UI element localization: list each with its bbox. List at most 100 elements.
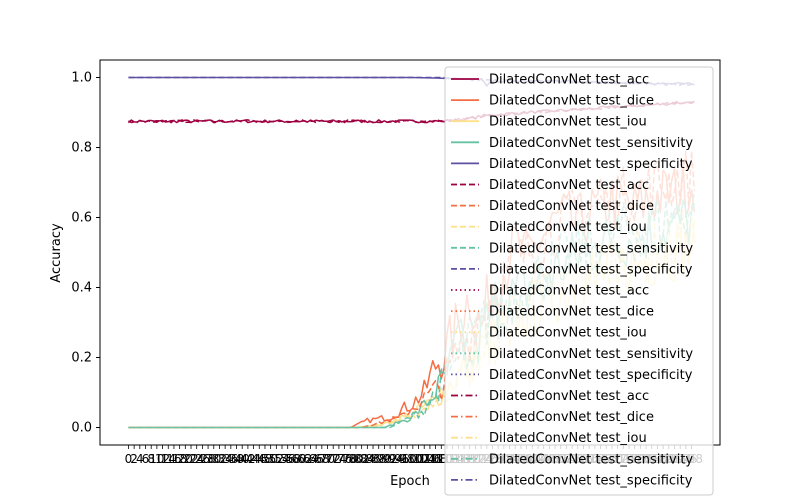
- legend-item: DilatedConvNet test_specificity: [451, 473, 693, 488]
- legend: DilatedConvNet test_acc DilatedConvNet te…: [444, 66, 714, 496]
- legend-item: DilatedConvNet test_acc: [451, 178, 649, 193]
- x-tick-label: 8: [147, 452, 155, 466]
- x-tick-label: 76: [337, 452, 352, 466]
- legend-item: DilatedConvNet test_acc: [451, 284, 649, 299]
- legend-label: DilatedConvNet test_acc: [489, 389, 649, 404]
- x-tick-label: 26: [195, 452, 210, 466]
- y-tick-label: 1.0: [71, 71, 92, 86]
- legend-label: DilatedConvNet test_dice: [489, 305, 654, 320]
- x-tick-label: 34: [217, 452, 232, 466]
- x-tick-label: 90: [377, 452, 392, 466]
- x-tick-label: 106: [418, 452, 441, 466]
- legend-item: DilatedConvNet test_iou: [451, 326, 647, 341]
- x-tick-label: 98: [400, 452, 415, 466]
- x-tick-label: 60: [291, 452, 306, 466]
- x-tick-label: 56: [280, 452, 295, 466]
- x-tick-label: 108: [424, 452, 447, 466]
- x-tick-label: 28: [200, 452, 215, 466]
- legend-label: DilatedConvNet test_sensitivity: [489, 452, 693, 467]
- x-tick-label: 100: [401, 452, 424, 466]
- x-tick-label: 72: [326, 452, 341, 466]
- legend-item: DilatedConvNet test_dice: [451, 410, 654, 425]
- x-tick-label: 88: [371, 452, 386, 466]
- x-tick-label: 6: [142, 452, 150, 466]
- x-tick-label: 12: [155, 452, 170, 466]
- x-tick-label: 14: [161, 452, 176, 466]
- x-tick-label: 104: [413, 452, 436, 466]
- x-tick-label: 4: [136, 452, 144, 466]
- legend-item: DilatedConvNet test_iou: [451, 220, 647, 235]
- x-tick-label: 18: [172, 452, 187, 466]
- x-tick-label: 74: [331, 452, 346, 466]
- x-tick-label: 80: [348, 452, 363, 466]
- y-axis: 0.0 0.2 0.4 0.6 0.8 1.0: [71, 71, 100, 436]
- legend-item: DilatedConvNet test_dice: [451, 94, 654, 109]
- x-tick-label: 78: [343, 452, 358, 466]
- x-tick-label: 36: [223, 452, 238, 466]
- y-tick-label: 0.2: [71, 351, 92, 366]
- x-tick-label: 64: [303, 452, 318, 466]
- legend-label: DilatedConvNet test_iou: [489, 431, 647, 446]
- x-tick-label: 62: [297, 452, 312, 466]
- legend-label: DilatedConvNet test_iou: [489, 115, 647, 130]
- legend-item: DilatedConvNet test_acc: [451, 389, 649, 404]
- y-tick-label: 0.0: [71, 421, 92, 436]
- legend-item: DilatedConvNet test_acc: [451, 73, 649, 88]
- x-tick-label: 102: [407, 452, 430, 466]
- x-tick-label: 48: [257, 452, 272, 466]
- legend-item: DilatedConvNet test_specificity: [451, 368, 693, 383]
- x-tick-label: 70: [320, 452, 335, 466]
- legend-item: DilatedConvNet test_dice: [451, 305, 654, 320]
- legend-label: DilatedConvNet test_sensitivity: [489, 136, 693, 151]
- legend-item: DilatedConvNet test_iou: [451, 431, 647, 446]
- legend-label: DilatedConvNet test_specificity: [489, 473, 693, 488]
- legend-label: DilatedConvNet test_acc: [489, 178, 649, 193]
- legend-item: DilatedConvNet test_sensitivity: [451, 241, 693, 256]
- legend-label: DilatedConvNet test_sensitivity: [489, 241, 693, 256]
- legend-label: DilatedConvNet test_acc: [489, 284, 649, 299]
- x-tick-label: 96: [394, 452, 409, 466]
- x-tick-label: 52: [269, 452, 284, 466]
- legend-label: DilatedConvNet test_acc: [489, 73, 649, 88]
- x-tick-label: 2: [130, 452, 138, 466]
- x-tick-label: 10: [149, 452, 164, 466]
- legend-item: DilatedConvNet test_dice: [451, 199, 654, 214]
- legend-item: DilatedConvNet test_sensitivity: [451, 347, 693, 362]
- legend-label: DilatedConvNet test_sensitivity: [489, 347, 693, 362]
- legend-label: DilatedConvNet test_dice: [489, 199, 654, 214]
- legend-label: DilatedConvNet test_dice: [489, 94, 654, 109]
- x-tick-label: 42: [240, 452, 255, 466]
- x-tick-label: 20: [178, 452, 193, 466]
- legend-label: DilatedConvNet test_iou: [489, 220, 647, 235]
- y-axis-label: Accuracy: [49, 223, 64, 283]
- x-tick-label: 0: [125, 452, 133, 466]
- legend-label: DilatedConvNet test_specificity: [489, 368, 693, 383]
- x-axis-label: Epoch: [390, 474, 430, 489]
- axes-frame: [99, 59, 721, 446]
- x-tick-label: 86: [365, 452, 380, 466]
- legend-item: DilatedConvNet test_specificity: [451, 262, 693, 277]
- x-tick-label: 58: [286, 452, 301, 466]
- legend-item: DilatedConvNet test_sensitivity: [451, 452, 693, 467]
- y-tick-label: 0.8: [71, 141, 92, 156]
- x-tick-label: 32: [212, 452, 227, 466]
- y-tick-label: 0.6: [71, 211, 92, 226]
- x-tick-label: 46: [252, 452, 267, 466]
- x-tick-label: 38: [229, 452, 244, 466]
- x-tick-label: 44: [246, 452, 261, 466]
- y-tick-label: 0.4: [71, 281, 92, 296]
- legend-label: DilatedConvNet test_dice: [489, 410, 654, 425]
- x-tick-label: 66: [309, 452, 324, 466]
- x-tick-label: 68: [314, 452, 329, 466]
- legend-item: DilatedConvNet test_sensitivity: [451, 136, 693, 151]
- legend-item: DilatedConvNet test_iou: [451, 115, 647, 130]
- x-tick-label: 16: [166, 452, 181, 466]
- x-tick-label: 84: [360, 452, 375, 466]
- legend-item: DilatedConvNet test_specificity: [451, 157, 693, 172]
- x-tick-label: 40: [235, 452, 250, 466]
- legend-label: DilatedConvNet test_iou: [489, 326, 647, 341]
- x-tick-label: 30: [206, 452, 221, 466]
- x-tick-label: 24: [189, 452, 204, 466]
- x-tick-label: 50: [263, 452, 278, 466]
